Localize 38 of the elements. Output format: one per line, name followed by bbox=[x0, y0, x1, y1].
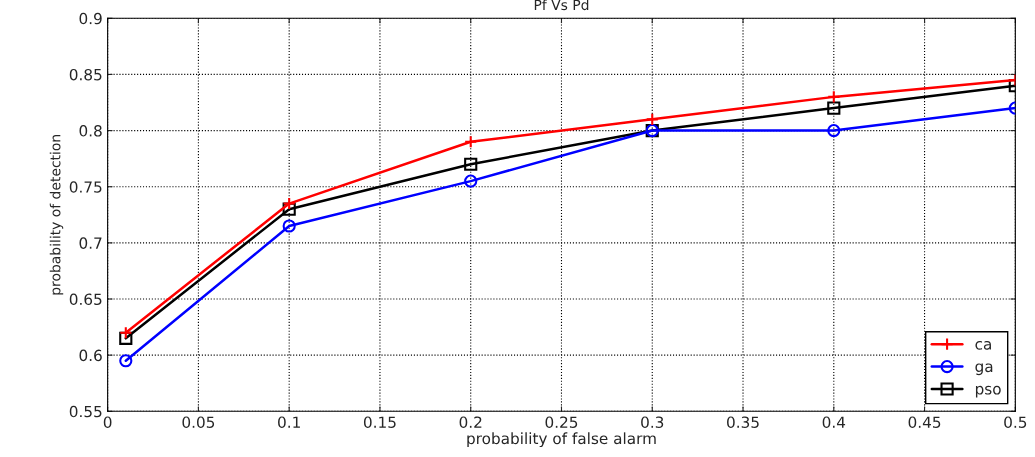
point bbox=[282, 202, 296, 216]
point bbox=[282, 196, 296, 211]
x-tick-label: 0.45 bbox=[908, 416, 941, 428]
x-tick-label: 0.2 bbox=[459, 416, 482, 428]
x-tick-label: 0.15 bbox=[363, 416, 396, 428]
point bbox=[827, 123, 841, 138]
y-tick-label: 0.85 bbox=[69, 68, 102, 81]
x-tick-label: 0.1 bbox=[278, 416, 300, 428]
point bbox=[827, 90, 841, 104]
point bbox=[119, 326, 133, 340]
y-tick-label: 0.7 bbox=[79, 237, 102, 249]
y-tick-label: 0.65 bbox=[69, 293, 102, 306]
y-tick-label: 0.55 bbox=[69, 405, 102, 418]
y-tick-label: 0.75 bbox=[69, 181, 102, 193]
x-tick-label: 0.4 bbox=[822, 416, 846, 428]
y-axis-title: probability of detection bbox=[49, 135, 64, 295]
legend-label: ca bbox=[975, 340, 991, 350]
point bbox=[119, 354, 133, 368]
x-tick-label: 0 bbox=[103, 416, 112, 428]
legend-label: ga bbox=[975, 363, 993, 376]
point bbox=[827, 101, 841, 115]
x-tick-label: 0.35 bbox=[727, 416, 759, 428]
x-tick-label: 0.25 bbox=[545, 416, 578, 428]
point bbox=[464, 157, 478, 171]
legend-label: pso bbox=[975, 385, 1001, 398]
y-tick-label: 0.6 bbox=[79, 349, 102, 362]
x-tick-label: 0.5 bbox=[1004, 416, 1027, 428]
point bbox=[282, 219, 296, 233]
y-tick-label: 0.8 bbox=[79, 125, 102, 137]
chart-title: Pf Vs Pd bbox=[534, 0, 589, 11]
point bbox=[645, 112, 659, 126]
point bbox=[464, 135, 478, 149]
y-tick-label: 0.9 bbox=[79, 12, 102, 25]
x-tick-label: 0.05 bbox=[182, 416, 215, 428]
point bbox=[119, 331, 133, 345]
point bbox=[464, 174, 478, 188]
x-axis-title: probability of false alarm bbox=[467, 432, 656, 448]
x-tick-label: 0.3 bbox=[641, 416, 664, 428]
